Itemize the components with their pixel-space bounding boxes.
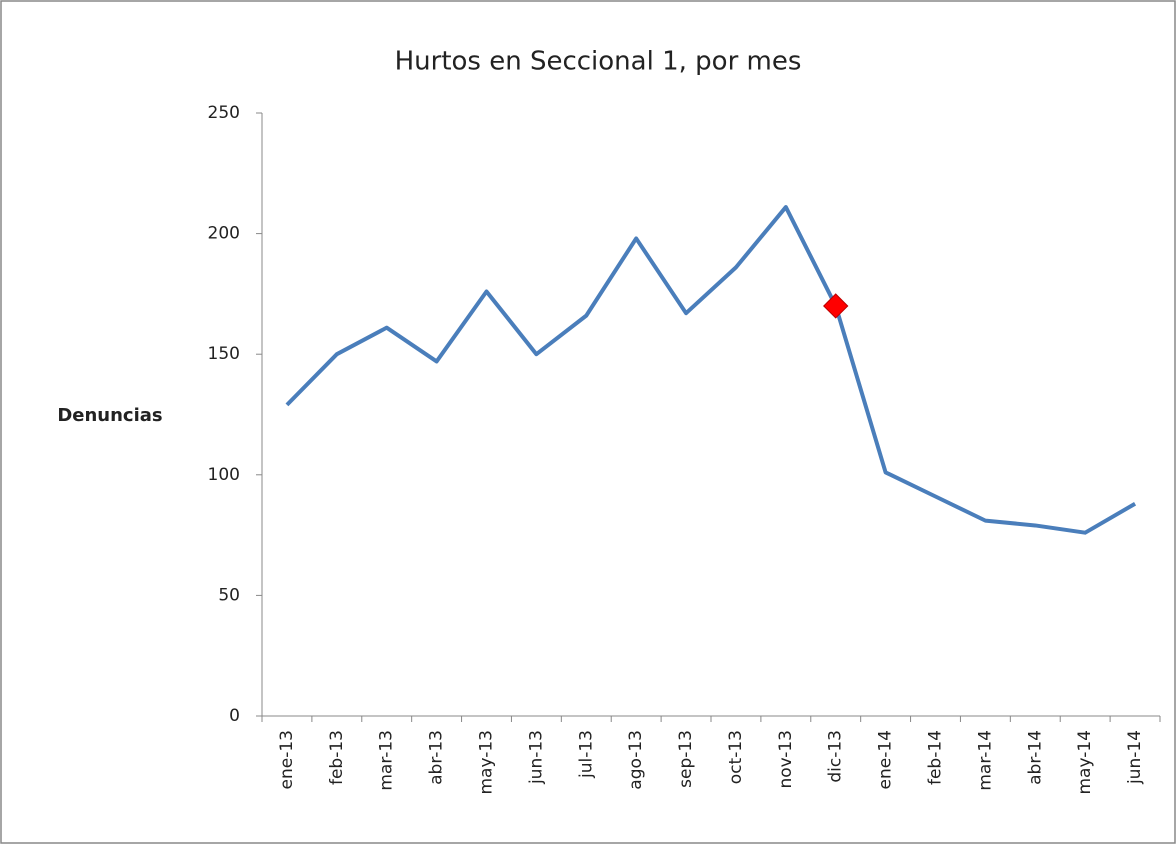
- y-axis-label: Denuncias: [57, 405, 162, 426]
- x-tick-label: sep-13: [676, 730, 696, 788]
- x-tick-label: feb-13: [327, 730, 347, 785]
- x-tick-label: may-14: [1075, 730, 1095, 795]
- x-tick-label: feb-14: [926, 730, 946, 785]
- x-tick-label: may-13: [477, 730, 497, 795]
- x-tick-label: ago-13: [626, 730, 646, 790]
- y-tick-label: 200: [208, 224, 240, 244]
- y-tick-label: 250: [208, 103, 240, 123]
- y-tick-label: 0: [229, 706, 240, 726]
- x-tick-label: mar-13: [377, 730, 397, 791]
- chart-title: Hurtos en Seccional 1, por mes: [395, 47, 802, 77]
- x-tick-label: oct-13: [726, 730, 746, 784]
- x-tick-label: dic-13: [826, 730, 846, 783]
- highlight-marker: [823, 293, 849, 319]
- x-tick-label: ene-13: [277, 730, 297, 789]
- x-tick-label: ene-14: [876, 730, 896, 789]
- line: [285, 205, 1137, 535]
- x-tick-label: jun-13: [526, 730, 546, 785]
- x-tick-label: abr-14: [1025, 730, 1045, 785]
- y-tick-label: 150: [208, 344, 240, 364]
- x-tick-label: jul-13: [576, 730, 596, 779]
- x-tick-label: mar-14: [975, 730, 995, 791]
- y-tick-label: 100: [208, 465, 240, 485]
- y-tick-label: 50: [218, 585, 240, 605]
- x-tick-label: abr-13: [427, 730, 447, 785]
- x-tick-label: nov-13: [776, 730, 796, 789]
- x-tick-label: jun-14: [1125, 730, 1145, 785]
